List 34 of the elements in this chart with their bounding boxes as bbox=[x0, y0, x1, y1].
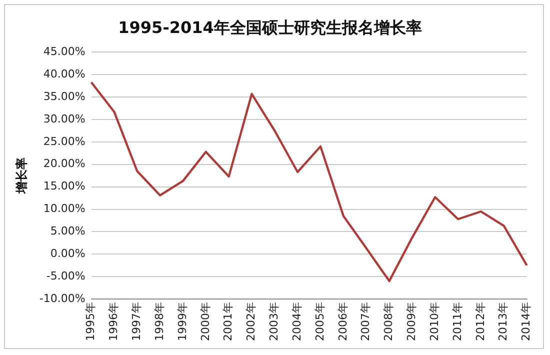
y-tick-label: 35.00% bbox=[43, 90, 86, 103]
x-tick-label: 2007年 bbox=[359, 302, 372, 342]
y-tick-label: -5.00% bbox=[46, 269, 86, 282]
y-tick-label: 25.00% bbox=[43, 134, 86, 148]
x-tick-label: 1999年 bbox=[176, 302, 189, 342]
x-tick-label: 1996年 bbox=[107, 302, 120, 342]
x-tick-label: 2014年 bbox=[520, 302, 533, 342]
x-tick-label: 2003年 bbox=[268, 302, 281, 342]
x-tick-label: 2006年 bbox=[336, 302, 350, 342]
y-tick-label: 30.00% bbox=[43, 112, 86, 126]
y-tick-label: -10.00% bbox=[39, 292, 86, 305]
y-tick-label: 0.00% bbox=[50, 246, 86, 260]
x-tick-label: 2008年 bbox=[382, 302, 396, 342]
x-tick-label: 2013年 bbox=[496, 302, 510, 342]
y-tick-label: 20.00% bbox=[43, 157, 86, 170]
y-tick-label: 5.00% bbox=[50, 224, 86, 238]
x-tick-label: 1995年 bbox=[84, 302, 98, 342]
x-tick-label: 1998年 bbox=[152, 302, 166, 342]
y-tick-label: 45.00% bbox=[43, 45, 86, 58]
x-tick-label: 2010年 bbox=[428, 302, 441, 342]
x-tick-label: 2004年 bbox=[290, 302, 304, 342]
x-tick-label: 2011年 bbox=[450, 302, 464, 342]
y-tick-label: 40.00% bbox=[43, 67, 86, 80]
y-tick-label: 15.00% bbox=[43, 180, 86, 193]
x-tick-label: 2002年 bbox=[244, 302, 258, 342]
x-tick-label: 2001年 bbox=[222, 302, 235, 342]
x-tick-label: 2005年 bbox=[313, 302, 326, 342]
chart-title: 1995-2014年全国硕士研究生报名增长率 bbox=[118, 18, 422, 37]
x-tick-label: 2012年 bbox=[474, 302, 487, 342]
x-tick-label: 2000年 bbox=[198, 302, 212, 342]
x-tick-label: 2009年 bbox=[405, 302, 418, 342]
y-tick-label: 10.00% bbox=[43, 202, 86, 216]
y-axis-title: 增长率 bbox=[14, 158, 28, 195]
x-tick-label: 1997年 bbox=[130, 302, 144, 342]
